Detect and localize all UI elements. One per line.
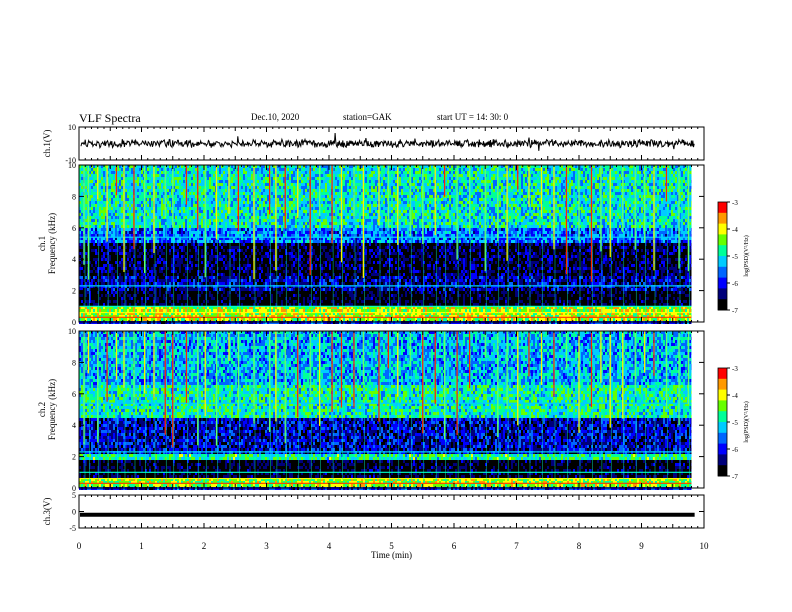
ch3-waveform-ylabel: ch.3(V) [42, 498, 52, 526]
ch3-waveform-ytick-label: -5 [69, 524, 76, 533]
ch3-waveform-axes [78, 494, 705, 529]
ch1-spectrogram-ytick-label: 0 [72, 318, 76, 327]
ch2-spectrogram-image [79, 331, 692, 490]
ch2-spectrogram-colorbar-tick-label: -7 [732, 473, 738, 481]
ch2-spectrogram-colorbar-tick-label: -4 [732, 392, 738, 400]
x-tick-label: 4 [327, 541, 332, 551]
ch1-spectrogram-colorbar-label: log(PSD)(V²/Hz) [743, 235, 750, 276]
x-tick-label: 10 [700, 541, 710, 551]
date-label: Dec.10, 2020 [251, 112, 299, 122]
ch1-spectrogram-ytick-label: 8 [72, 192, 76, 201]
ch1-waveform-ylabel: ch.1(V) [42, 130, 52, 158]
ch1-spectrogram-ylabel-channel: ch.1 [37, 236, 47, 251]
x-tick-label: 9 [639, 541, 644, 551]
ch2-spectrogram-ytick-label: 4 [72, 421, 76, 430]
ch1-spectrogram-colorbar-tick-label: -4 [732, 226, 738, 234]
x-tick-label: 1 [139, 541, 144, 551]
ch2-spectrogram-ytick-label: 0 [72, 484, 76, 493]
ch1-spectrogram-colorbar-tick-label: -7 [732, 307, 738, 315]
ch2-spectrogram-ytick-label: 6 [72, 390, 76, 399]
chart-title: VLF Spectra [79, 111, 141, 126]
start-time-label: start UT = 14: 30: 0 [437, 112, 508, 122]
ch2-spectrogram-ytick-label: 8 [72, 358, 76, 367]
station-label: station=GAK [343, 112, 392, 122]
ch2-spectrogram-colorbar [717, 367, 730, 477]
ch1-spectrogram-ytick-label: 10 [68, 161, 76, 170]
ch1-spectrogram-colorbar-tick-label: -5 [732, 253, 738, 261]
x-tick-label: 2 [202, 541, 207, 551]
ch1-spectrogram-colorbar-tick-label: -6 [732, 280, 738, 288]
x-tick-label: 7 [514, 541, 519, 551]
ch2-spectrogram-axes [78, 330, 705, 489]
x-tick-label: 6 [452, 541, 457, 551]
ch2-spectrogram-colorbar-tick-label: -3 [732, 365, 738, 373]
ch2-spectrogram-ylabel-freq: Frequency (kHz) [47, 379, 57, 440]
ch1-spectrogram-axes [78, 164, 705, 323]
ch1-spectrogram-colorbar [717, 201, 730, 311]
x-axis-label: Time (min) [371, 550, 412, 560]
ch1-waveform-ytick-label: 10 [68, 123, 76, 132]
ch2-spectrogram-colorbar-label: log(PSD)(V²/Hz) [743, 401, 750, 442]
ch1-spectrogram-ytick-label: 6 [72, 224, 76, 233]
ch2-spectrogram-colorbar-tick-label: -5 [732, 419, 738, 427]
x-tick-label: 5 [389, 541, 394, 551]
ch1-spectrogram-image [79, 165, 692, 324]
ch1-spectrogram-ytick-label: 4 [72, 255, 76, 264]
ch1-waveform-ytick-label: -10 [65, 156, 76, 165]
x-tick-label: 8 [577, 541, 582, 551]
ch1-spectrogram-ytick-label: 2 [72, 287, 76, 296]
ch3-waveform-ytick-label: 5 [72, 491, 76, 500]
ch2-spectrogram-ytick-label: 10 [68, 327, 76, 336]
ch1-waveform-trace [80, 132, 695, 151]
ch1-waveform-axes [78, 126, 705, 161]
x-tick-label: 3 [264, 541, 269, 551]
ch3-waveform-ytick-label: 0 [72, 508, 76, 517]
x-tick-label: 0 [77, 541, 82, 551]
ch1-spectrogram-colorbar-tick-label: -3 [732, 199, 738, 207]
ch1-spectrogram-ylabel-freq: Frequency (kHz) [47, 213, 57, 274]
ch2-spectrogram-colorbar-tick-label: -6 [732, 446, 738, 454]
ch2-spectrogram-ylabel-channel: ch.2 [37, 402, 47, 417]
ch2-spectrogram-ytick-label: 2 [72, 453, 76, 462]
